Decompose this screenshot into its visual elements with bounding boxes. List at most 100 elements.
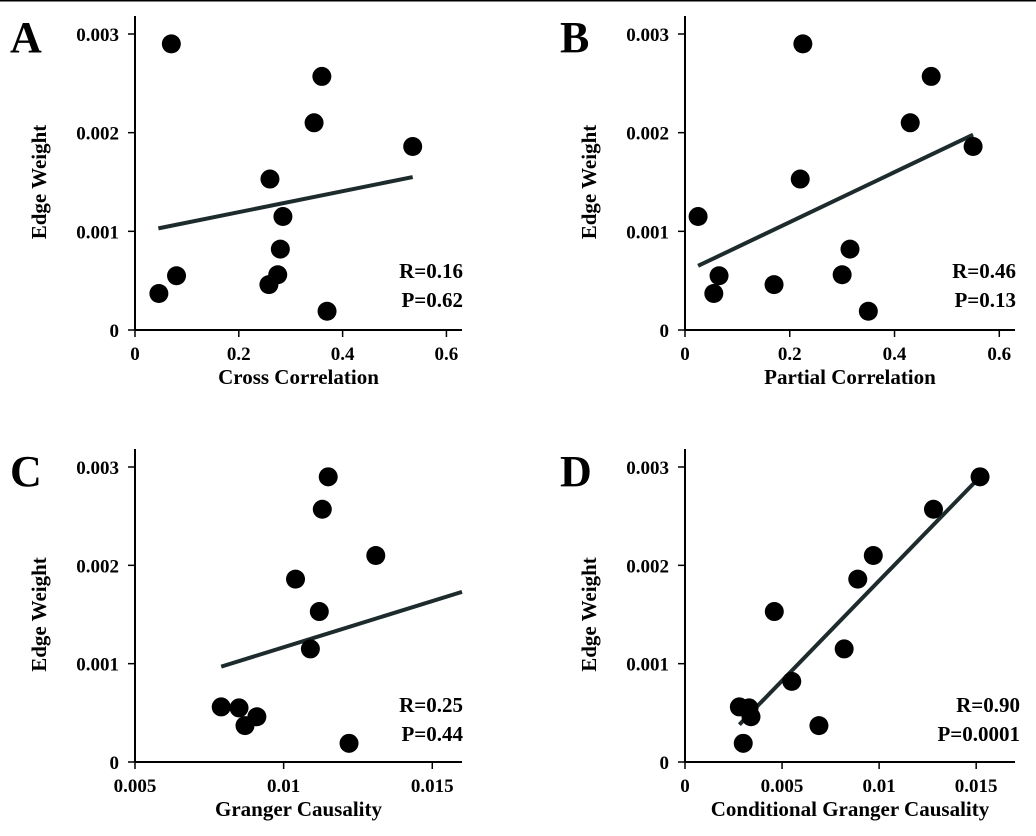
x-tick-label: 0.4 — [883, 344, 907, 365]
data-point — [260, 169, 280, 189]
y-axis-title: Edge Weight — [577, 125, 601, 240]
data-point — [229, 698, 249, 718]
y-tick-label: 0.001 — [626, 222, 669, 243]
data-point — [793, 34, 813, 54]
data-point — [790, 169, 810, 189]
x-tick-label: 0.6 — [435, 344, 459, 365]
x-axis-title: Cross Correlation — [218, 365, 379, 389]
y-tick-label: 0 — [110, 321, 120, 342]
y-tick-label: 0.002 — [626, 124, 669, 145]
data-point — [312, 499, 332, 519]
y-axis-title: Edge Weight — [27, 125, 51, 240]
data-point — [161, 34, 181, 54]
x-tick-label: 0.2 — [227, 344, 251, 365]
x-axis-title: Granger Causality — [215, 797, 383, 821]
data-point — [863, 546, 883, 565]
data-point — [309, 602, 329, 622]
panel-letter: C — [10, 447, 42, 496]
data-point — [741, 707, 761, 727]
data-point — [970, 467, 990, 487]
x-tick-label: 0.01 — [862, 776, 895, 797]
data-point — [688, 207, 708, 227]
panel-a: A 0 0.001 0.002 0.003 0 0.2 0.4 0.6 Cross Correla… — [10, 13, 463, 389]
x-tick-label: 0.2 — [778, 344, 802, 365]
x-tick-label: 0.4 — [331, 344, 355, 365]
data-point — [963, 136, 983, 156]
regression-line — [220, 589, 463, 669]
y-tick-label: 0.003 — [76, 25, 119, 46]
y-axis-title: Edge Weight — [577, 557, 601, 672]
y-tick-label: 0.003 — [76, 458, 119, 479]
x-tick-label: 0.015 — [411, 776, 454, 797]
data-point — [317, 301, 337, 321]
data-point — [366, 546, 386, 565]
regression-line — [697, 132, 974, 268]
x-tick-label: 0.005 — [114, 776, 157, 797]
y-axis-title: Edge Weight — [27, 557, 51, 672]
data-point — [900, 113, 920, 133]
data-point — [733, 733, 753, 753]
stat-p: P=0.62 — [401, 288, 463, 312]
panel-b: B 0 0.001 0.002 0.003 0 0.2 0.4 0.6 Partial Corre… — [560, 13, 1016, 389]
data-point — [921, 66, 941, 86]
y-tick-label: 0 — [110, 753, 120, 774]
x-tick-label: 0 — [680, 776, 690, 797]
data-point — [709, 266, 729, 286]
data-point — [809, 716, 829, 736]
stat-p: P=0.13 — [954, 288, 1016, 312]
stat-p: P=0.0001 — [937, 722, 1020, 746]
y-tick-label: 0 — [660, 753, 670, 774]
data-point — [923, 499, 943, 519]
data-point — [235, 716, 255, 736]
data-point — [840, 239, 860, 259]
x-tick-label: 0.6 — [987, 344, 1011, 365]
data-point — [318, 467, 338, 487]
y-tick-label: 0.001 — [626, 655, 669, 676]
y-tick-label: 0.002 — [76, 556, 119, 577]
stat-r: R=0.16 — [399, 259, 463, 283]
data-point — [270, 239, 290, 259]
panel-c: C 0 0.001 0.002 0.003 0.005 0.01 0.015 Granger C… — [10, 447, 463, 821]
panel-letter: A — [10, 13, 42, 62]
stat-r: R=0.46 — [952, 259, 1016, 283]
x-axis-title: Conditional Granger Causality — [711, 797, 990, 821]
data-point — [858, 301, 878, 321]
data-point — [782, 671, 802, 691]
stat-r: R=0.25 — [399, 693, 463, 717]
data-point — [211, 697, 231, 717]
regression-line — [157, 175, 414, 231]
y-tick-label: 0.001 — [76, 222, 119, 243]
y-tick-label: 0.002 — [626, 556, 669, 577]
x-tick-label: 0.015 — [955, 776, 998, 797]
y-tick-label: 0.003 — [626, 25, 669, 46]
panel-d: D 0 0.001 0.002 0.003 0 0.005 0.01 0.015Conditio… — [560, 447, 1020, 821]
x-axis-title: Partial Correlation — [764, 365, 936, 389]
x-tick-label: 0.005 — [761, 776, 804, 797]
data-point — [339, 733, 359, 753]
x-tick-label: 0.01 — [267, 776, 300, 797]
x-tick-label: 0 — [680, 344, 690, 365]
y-tick-label: 0.003 — [626, 458, 669, 479]
data-point — [167, 266, 187, 286]
stat-r: R=0.90 — [956, 693, 1020, 717]
data-point — [403, 136, 423, 156]
data-point — [848, 569, 868, 589]
stat-p: P=0.44 — [401, 722, 463, 746]
data-point — [704, 283, 724, 303]
data-point — [764, 602, 784, 622]
data-point — [273, 207, 293, 227]
data-point — [304, 113, 324, 133]
data-point — [764, 275, 784, 295]
panel-letter: B — [560, 13, 589, 62]
regression-line — [737, 475, 982, 727]
panel-letter: D — [560, 447, 592, 496]
data-point — [300, 639, 320, 659]
data-point — [149, 283, 169, 303]
data-point — [286, 569, 306, 589]
y-tick-label: 0 — [660, 321, 670, 342]
y-tick-label: 0.002 — [76, 124, 119, 145]
data-point — [832, 265, 852, 285]
data-point — [312, 66, 332, 86]
y-tick-label: 0.001 — [76, 655, 119, 676]
